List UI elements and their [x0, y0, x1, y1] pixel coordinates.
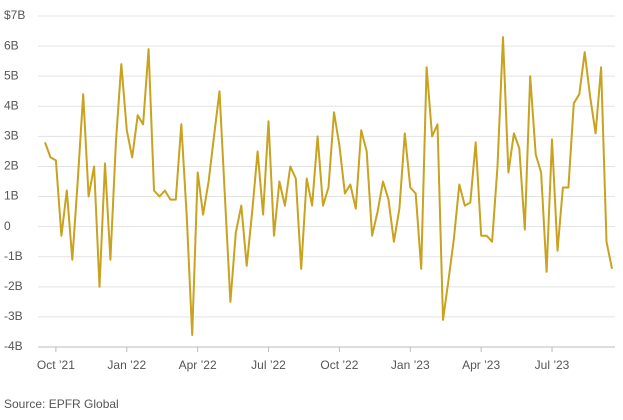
x-tick-label: Apr ’23 [462, 358, 500, 372]
x-tick-label: Oct ’22 [320, 358, 358, 372]
y-tick-label: 0 [4, 219, 11, 233]
y-tick-label: 1B [4, 189, 19, 203]
y-tick-label: 4B [4, 98, 19, 112]
data-line [44, 36, 613, 336]
x-tick-label: Jul ’22 [251, 358, 286, 372]
y-tick-label: 5B [4, 68, 19, 82]
x-tick-label: Apr ’22 [179, 358, 217, 372]
x-tick-label: Oct ’21 [37, 358, 75, 372]
y-tick-label: 6B [4, 38, 19, 52]
y-tick-label: 3B [4, 129, 19, 143]
y-tick-label: -3B [4, 309, 23, 323]
x-tick-label: Jan ’22 [107, 358, 146, 372]
y-tick-label: -2B [4, 279, 23, 293]
y-tick-label: -1B [4, 249, 23, 263]
y-tick-label: 2B [4, 159, 19, 173]
x-tick-label: Jan ’23 [391, 358, 430, 372]
y-tick-label: -4B [4, 339, 23, 353]
y-tick-label: $7B [4, 8, 25, 22]
x-tick-label: Jul ’23 [535, 358, 570, 372]
source-note: Source: EPFR Global [4, 397, 119, 411]
